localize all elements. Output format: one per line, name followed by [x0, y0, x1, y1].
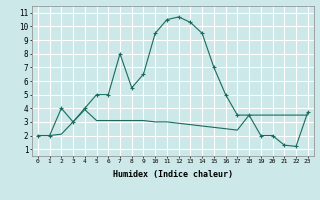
X-axis label: Humidex (Indice chaleur): Humidex (Indice chaleur) — [113, 170, 233, 179]
